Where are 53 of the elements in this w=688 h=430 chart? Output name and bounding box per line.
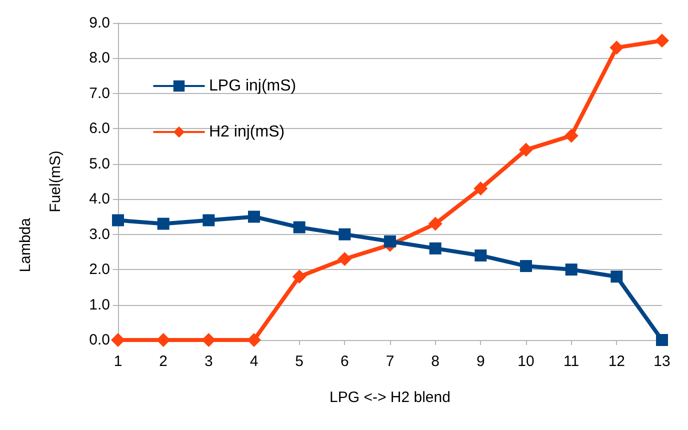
point — [474, 249, 487, 262]
point — [338, 252, 352, 266]
y-axis-title: Fuel(mS) — [47, 150, 64, 212]
point — [428, 216, 442, 231]
y-tick-label: 3.0 — [89, 226, 110, 243]
x-tick-label: 6 — [340, 353, 349, 370]
point — [610, 40, 624, 55]
y-tick-label: 8.0 — [89, 50, 110, 67]
point — [656, 334, 668, 346]
point — [610, 270, 623, 283]
x-tick-label: 5 — [295, 353, 304, 370]
point — [384, 235, 396, 248]
y-tick-label: 2.0 — [89, 261, 110, 278]
x-tick-label: 2 — [159, 353, 168, 370]
point — [248, 210, 260, 223]
y-tick-label: 4.0 — [89, 190, 110, 208]
y-tick-label: 1.0 — [89, 296, 110, 314]
legend-label: H2 inj(mS) — [209, 124, 285, 140]
point — [293, 221, 306, 234]
point — [292, 270, 306, 284]
point — [655, 34, 669, 48]
x-tick-label: 10 — [518, 353, 534, 370]
y-tick-label: 9.0 — [89, 14, 110, 32]
x-tick-label: 8 — [431, 353, 440, 370]
point — [112, 214, 124, 226]
legend-label: LPG inj(mS) — [209, 78, 296, 94]
point — [247, 333, 261, 347]
x-tick-label: 3 — [204, 353, 213, 370]
y-tick-label: 0.0 — [89, 332, 110, 348]
point — [202, 214, 215, 226]
x-tick-label: 11 — [564, 353, 580, 370]
x-axis-title: LPG <-> H2 blend — [330, 389, 450, 406]
point — [202, 333, 216, 347]
point — [156, 333, 170, 347]
point — [474, 182, 488, 196]
point — [429, 242, 442, 254]
x-tick-label: 1 — [114, 353, 122, 370]
x-tick-label: 4 — [250, 353, 258, 370]
point — [564, 128, 578, 143]
y-tick-label: 7.0 — [89, 84, 110, 102]
x-tick-label: 7 — [386, 353, 394, 370]
x-tick-label: 9 — [476, 353, 485, 370]
y-tick-label: 6.0 — [89, 120, 110, 138]
text: Lambda — [17, 217, 34, 272]
point — [520, 260, 532, 272]
point — [519, 142, 533, 157]
y-tick-label: 5.0 — [89, 155, 110, 172]
x-tick-label: 13 — [654, 353, 670, 370]
point — [565, 264, 578, 276]
point — [157, 218, 170, 230]
point — [111, 333, 125, 347]
point — [338, 228, 351, 240]
x-tick-label: 12 — [608, 353, 626, 370]
